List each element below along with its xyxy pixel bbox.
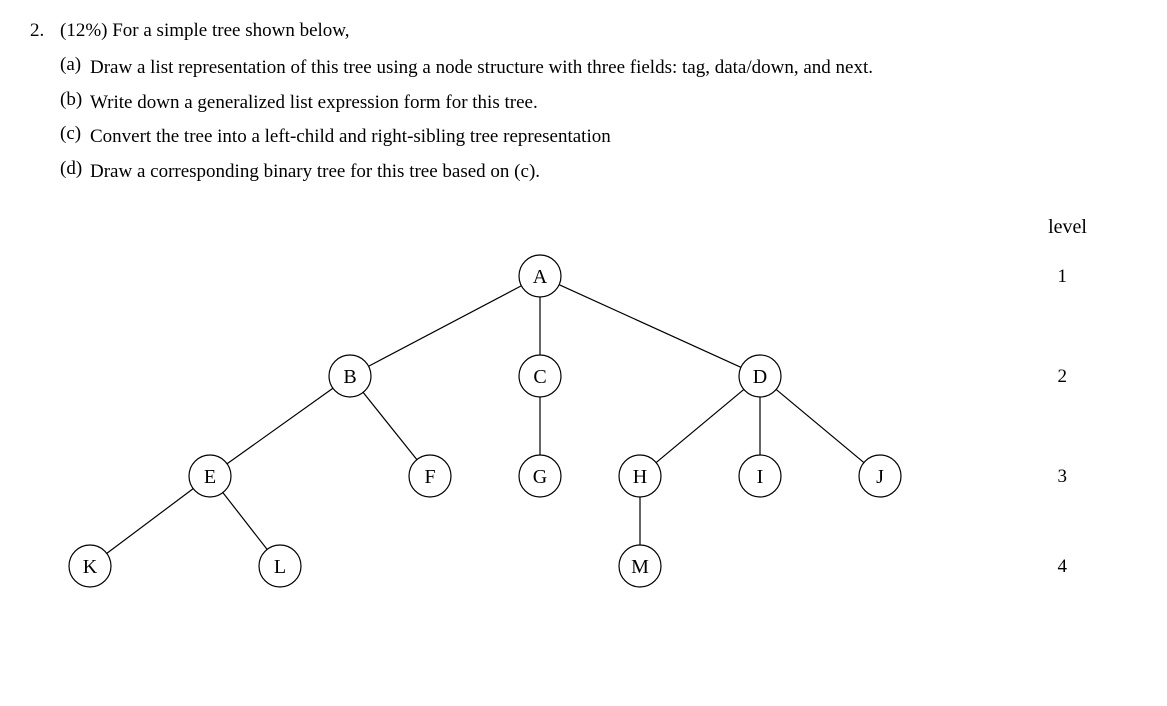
- tree-node-label: E: [204, 466, 216, 488]
- question-body: (12%) For a simple tree shown below,: [60, 20, 1137, 48]
- sub-question-b: (b) Write down a generalized list expres…: [30, 89, 1137, 118]
- tree-node-label: C: [533, 366, 546, 388]
- question-header: 2. (12%) For a simple tree shown below,: [30, 20, 1137, 48]
- sub-text-c: Convert the tree into a left-child and r…: [90, 123, 1137, 152]
- sub-label-d: (d): [60, 158, 90, 187]
- sub-text-d: Draw a corresponding binary tree for thi…: [90, 158, 1137, 187]
- sub-question-c: (c) Convert the tree into a left-child a…: [30, 123, 1137, 152]
- tree-node-k: K: [69, 545, 111, 587]
- tree-node-h: H: [619, 455, 661, 497]
- sub-question-d: (d) Draw a corresponding binary tree for…: [30, 158, 1137, 187]
- tree-edge: [107, 489, 193, 554]
- tree-node-label: A: [533, 266, 548, 288]
- sub-label-b: (b): [60, 89, 90, 118]
- level-label-4: 4: [1058, 556, 1068, 578]
- tree-node-a: A: [519, 255, 561, 297]
- level-label-2: 2: [1058, 366, 1068, 388]
- tree-edge: [656, 389, 744, 462]
- question-weight: (12%): [60, 20, 107, 41]
- tree-node-label: H: [633, 466, 647, 488]
- sub-label-c: (c): [60, 123, 90, 152]
- level-label-3: 3: [1058, 466, 1068, 488]
- tree-node-c: C: [519, 355, 561, 397]
- tree-node-m: M: [619, 545, 661, 587]
- question-number: 2.: [30, 20, 60, 48]
- tree-node-label: K: [83, 556, 98, 578]
- tree-node-label: G: [533, 466, 547, 488]
- tree-node-label: M: [631, 556, 649, 578]
- tree-node-label: J: [876, 466, 884, 488]
- question-intro: (12%) For a simple tree shown below,: [60, 20, 1137, 42]
- tree-edge: [223, 493, 267, 550]
- tree-edge: [227, 388, 333, 464]
- tree-node-label: F: [424, 466, 435, 488]
- sub-text-a: Draw a list representation of this tree …: [90, 54, 1137, 83]
- tree-edge: [559, 285, 741, 368]
- tree-edge: [363, 392, 417, 459]
- sub-label-a: (a): [60, 54, 90, 83]
- tree-node-label: L: [274, 556, 286, 578]
- tree-edge: [369, 286, 522, 366]
- tree-node-g: G: [519, 455, 561, 497]
- sub-question-a: (a) Draw a list representation of this t…: [30, 54, 1137, 83]
- tree-edge: [776, 389, 864, 462]
- tree-svg: A B C D E F G H I J K L M: [30, 206, 1130, 626]
- tree-node-j: J: [859, 455, 901, 497]
- tree-node-i: I: [739, 455, 781, 497]
- tree-diagram: A B C D E F G H I J K L M level 1 2 3 4: [30, 206, 1137, 626]
- tree-node-label: I: [757, 466, 764, 488]
- tree-node-b: B: [329, 355, 371, 397]
- tree-node-label: D: [753, 366, 767, 388]
- tree-node-f: F: [409, 455, 451, 497]
- question-intro-text: For a simple tree shown below,: [112, 20, 349, 41]
- tree-node-d: D: [739, 355, 781, 397]
- level-label-1: 1: [1058, 266, 1068, 288]
- tree-node-l: L: [259, 545, 301, 587]
- tree-node-label: B: [343, 366, 356, 388]
- tree-node-e: E: [189, 455, 231, 497]
- level-header: level: [1048, 216, 1087, 239]
- sub-text-b: Write down a generalized list expression…: [90, 89, 1137, 118]
